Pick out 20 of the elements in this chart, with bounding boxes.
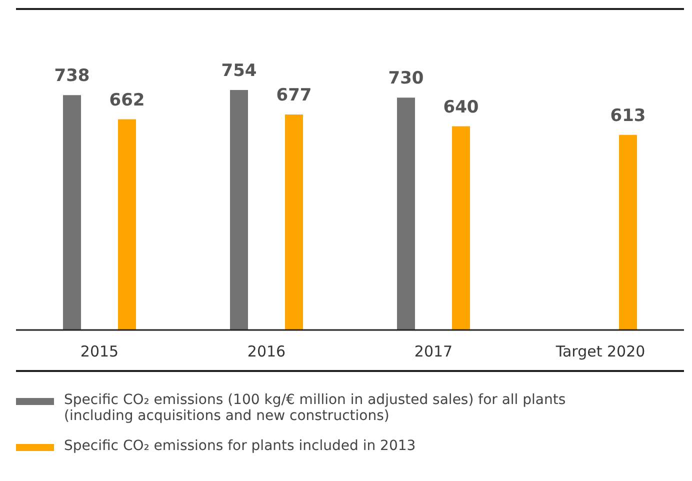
bar xyxy=(397,98,415,330)
bar xyxy=(230,90,248,330)
bar xyxy=(452,126,470,330)
bar xyxy=(118,119,136,330)
legend-label: Specific CO₂ emissions (100 kg/€ million in adjusted sales) for all plants (including acquisitions and new constructions) xyxy=(64,392,567,424)
data-label: 640 xyxy=(443,97,479,118)
bar xyxy=(285,114,303,330)
x-tick-label: 2016 xyxy=(247,342,286,361)
x-tick-label: 2017 xyxy=(414,342,453,361)
bar xyxy=(619,134,637,330)
data-label: 613 xyxy=(610,106,646,126)
data-label: 738 xyxy=(54,66,90,86)
bar xyxy=(63,95,81,330)
data-label: 754 xyxy=(221,61,257,81)
data-label: 730 xyxy=(388,68,424,89)
data-label: 662 xyxy=(109,90,145,110)
x-tick-label: Target 2020 xyxy=(554,342,646,361)
data-label: 677 xyxy=(276,86,312,106)
legend-label: Specific CO₂ emissions for plants included in 2013 xyxy=(64,438,416,454)
x-tick-label: 2015 xyxy=(80,342,119,361)
